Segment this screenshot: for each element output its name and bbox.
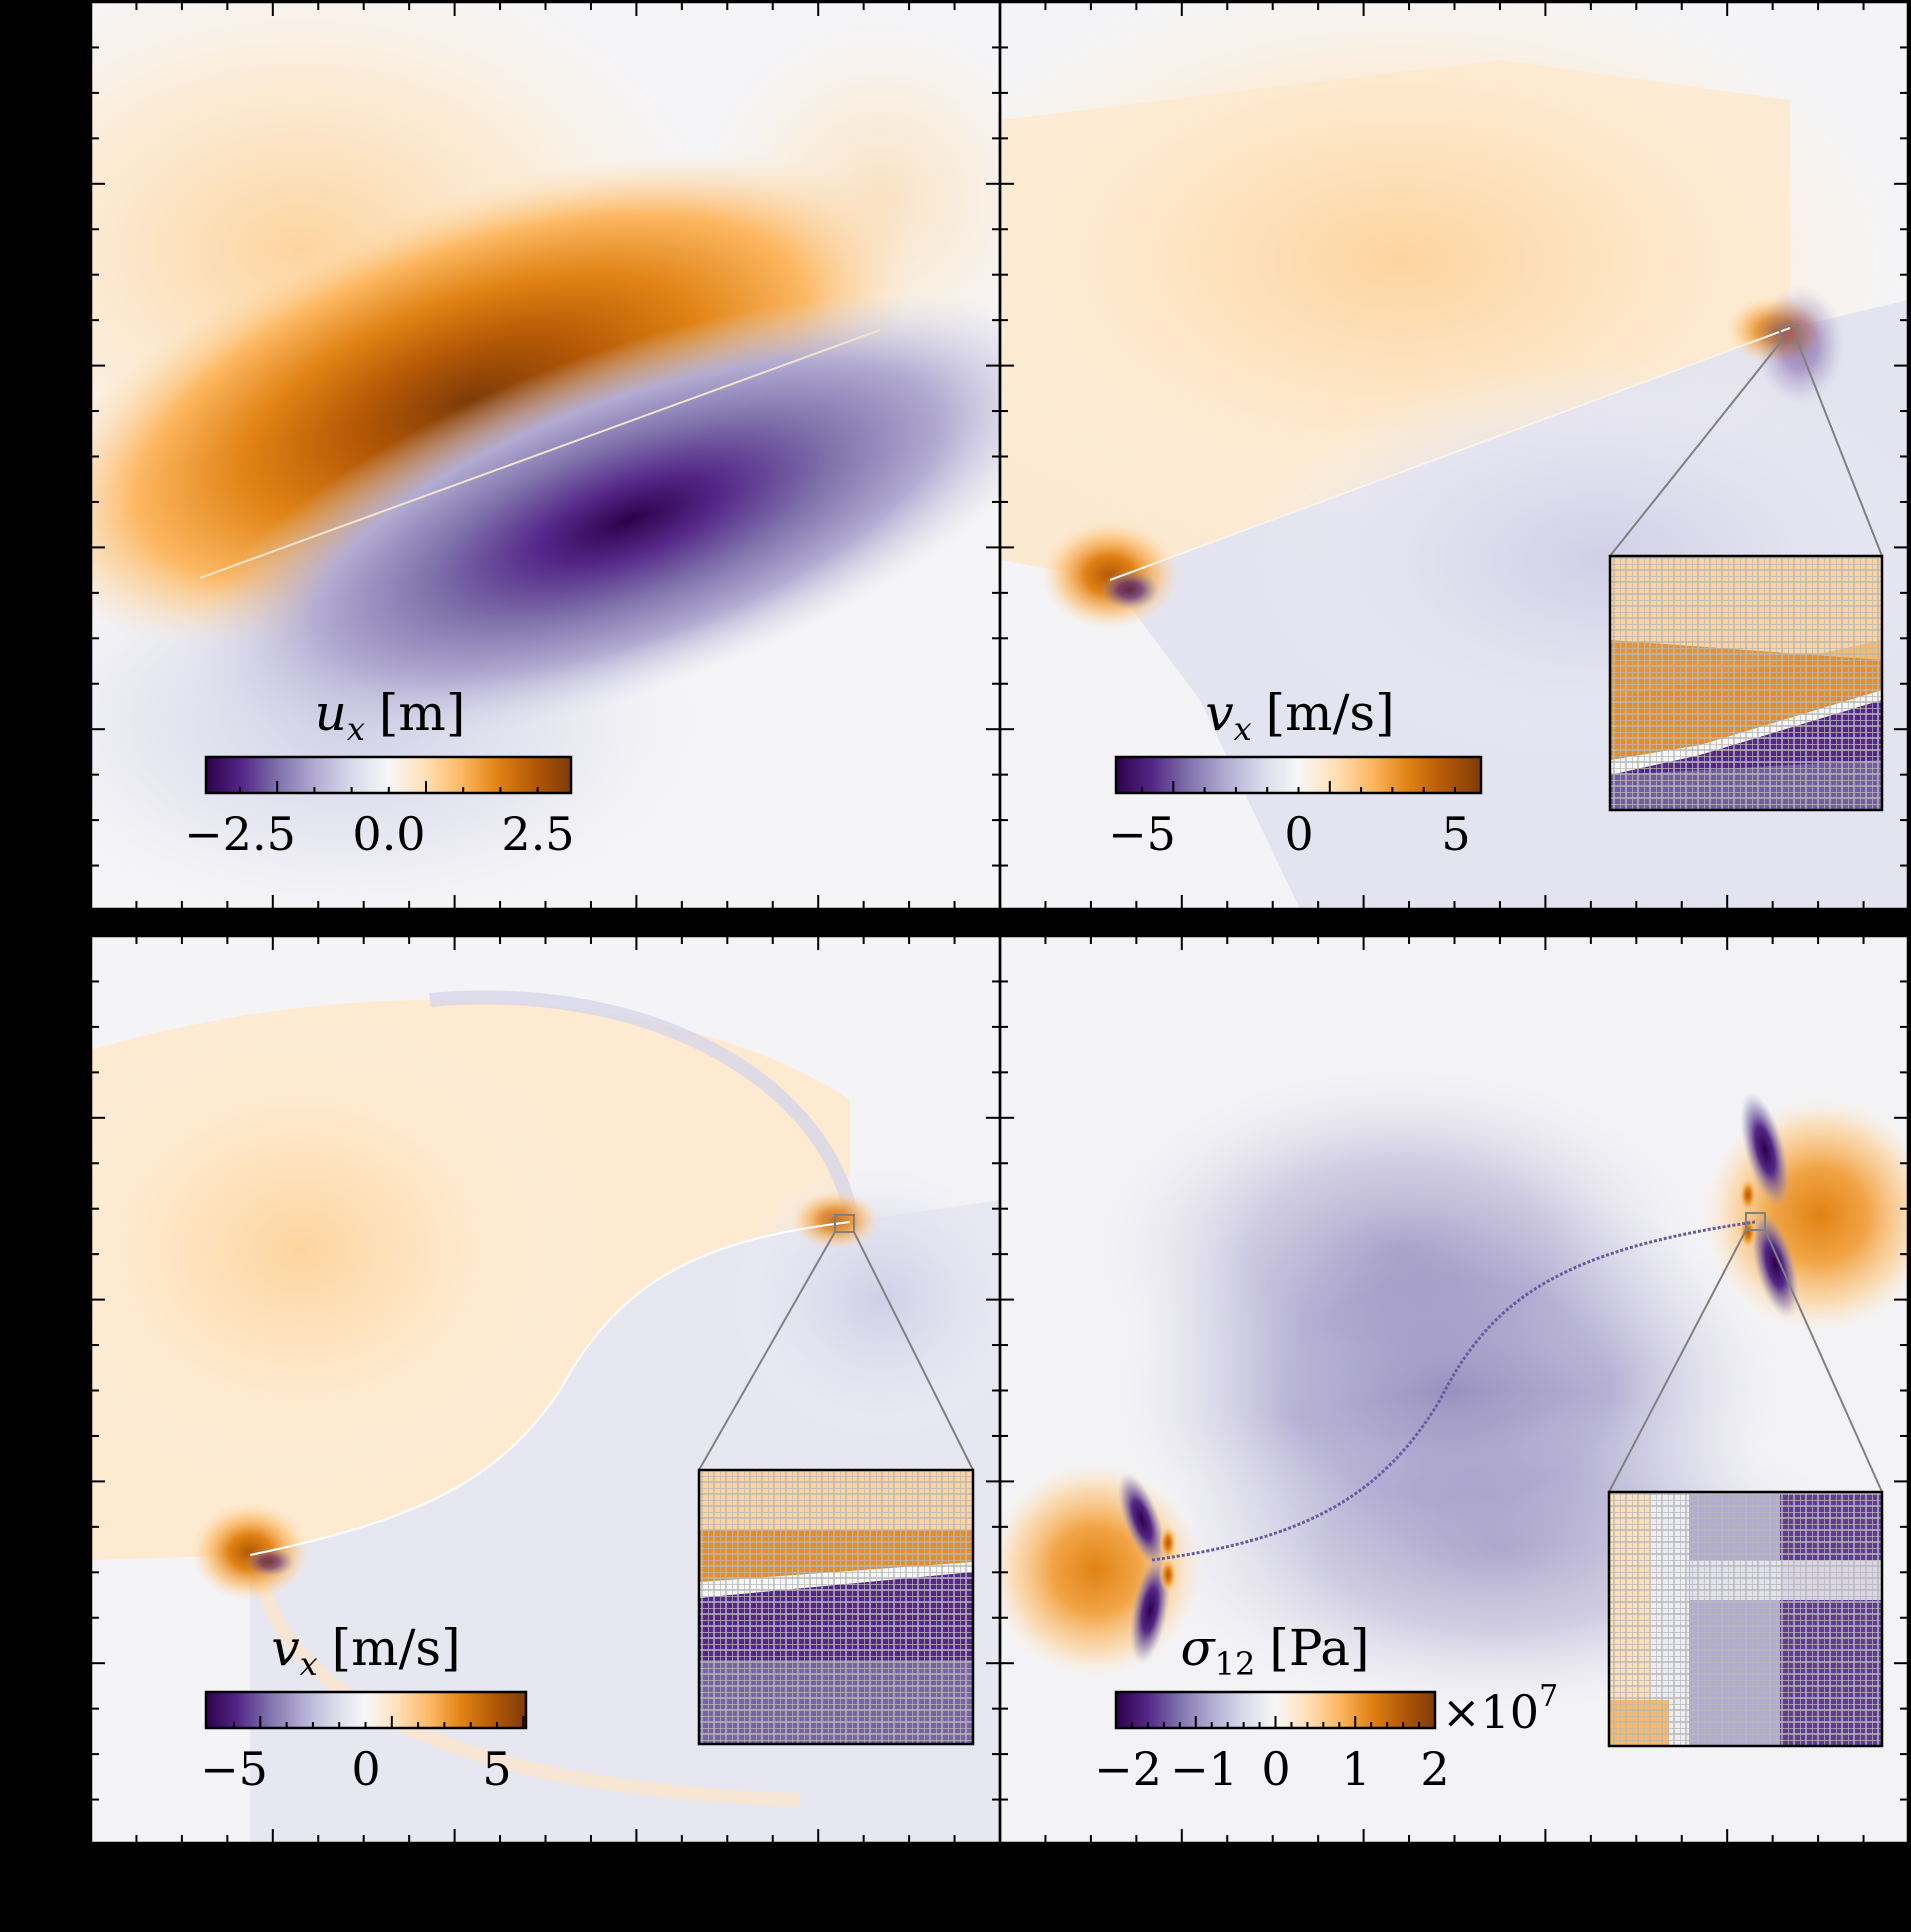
- colorbar-label: σ12 [Pa]: [1180, 1619, 1369, 1683]
- colorbar-tick-label: 0: [1284, 807, 1313, 861]
- colorbar-tick-label: −1: [1170, 1742, 1238, 1796]
- inset-source-rect: [834, 1214, 855, 1233]
- colorbar-label: vx [m/s]: [1205, 684, 1394, 748]
- colorbar-tick-label: −2.5: [184, 807, 296, 861]
- colorbar-tick-label: 2: [1420, 1742, 1449, 1796]
- inset-frame: [1608, 554, 1884, 812]
- colorbar-tick-label: 2.5: [501, 807, 574, 861]
- panel-top-left-ux: [91, 2, 1000, 909]
- inset-frame: [1607, 1490, 1884, 1748]
- colorbar-top-left: ux [m] −2.5 0.0 2.5: [184, 684, 574, 861]
- colorbar-tick-label: −5: [200, 1742, 268, 1796]
- axis-ticks: [91, 2, 1908, 1843]
- colorbar-tick-label: −5: [1108, 807, 1176, 861]
- colorbar-bottom-right: σ12 [Pa] ×107 −2 −1 0 1 2: [1094, 1619, 1558, 1796]
- inset-source-rect: [1779, 324, 1799, 344]
- colorbar-multiplier: ×107: [1442, 1679, 1558, 1739]
- crack-line: [1151, 1220, 1756, 1562]
- crack-line: [199, 329, 881, 579]
- crack-line: [1109, 327, 1791, 581]
- inset-bottom-right: [1607, 1212, 1884, 1748]
- colorbar-top-right: vx [m/s] −5 0 5: [1108, 684, 1483, 861]
- colorbar-tick-label: 0: [351, 1742, 380, 1796]
- positive-displacement-region: [91, 152, 917, 648]
- colorbar-label: ux [m]: [315, 684, 466, 748]
- inset-bottom-left: [697, 1214, 975, 1746]
- colorbar-tick-label: 5: [482, 1742, 511, 1796]
- colorbar-bottom-left: vx [m/s] −5 0 5: [200, 1619, 528, 1796]
- inset-source-rect: [1745, 1212, 1766, 1231]
- negative-displacement-region: [184, 293, 1000, 747]
- crack-line: [249, 1221, 851, 1556]
- colorbar-tick-label: 0.0: [352, 807, 425, 861]
- colorbar-tick-label: −2: [1094, 1742, 1162, 1796]
- colorbar-tick-label: 1: [1341, 1742, 1370, 1796]
- inset-frame: [697, 1468, 975, 1746]
- colorbar-tick-label: 0: [1261, 1742, 1290, 1796]
- inset-top-right: [1608, 324, 1884, 812]
- colorbar-label: vx [m/s]: [271, 1619, 460, 1683]
- colorbar-tick-label: 5: [1441, 807, 1470, 861]
